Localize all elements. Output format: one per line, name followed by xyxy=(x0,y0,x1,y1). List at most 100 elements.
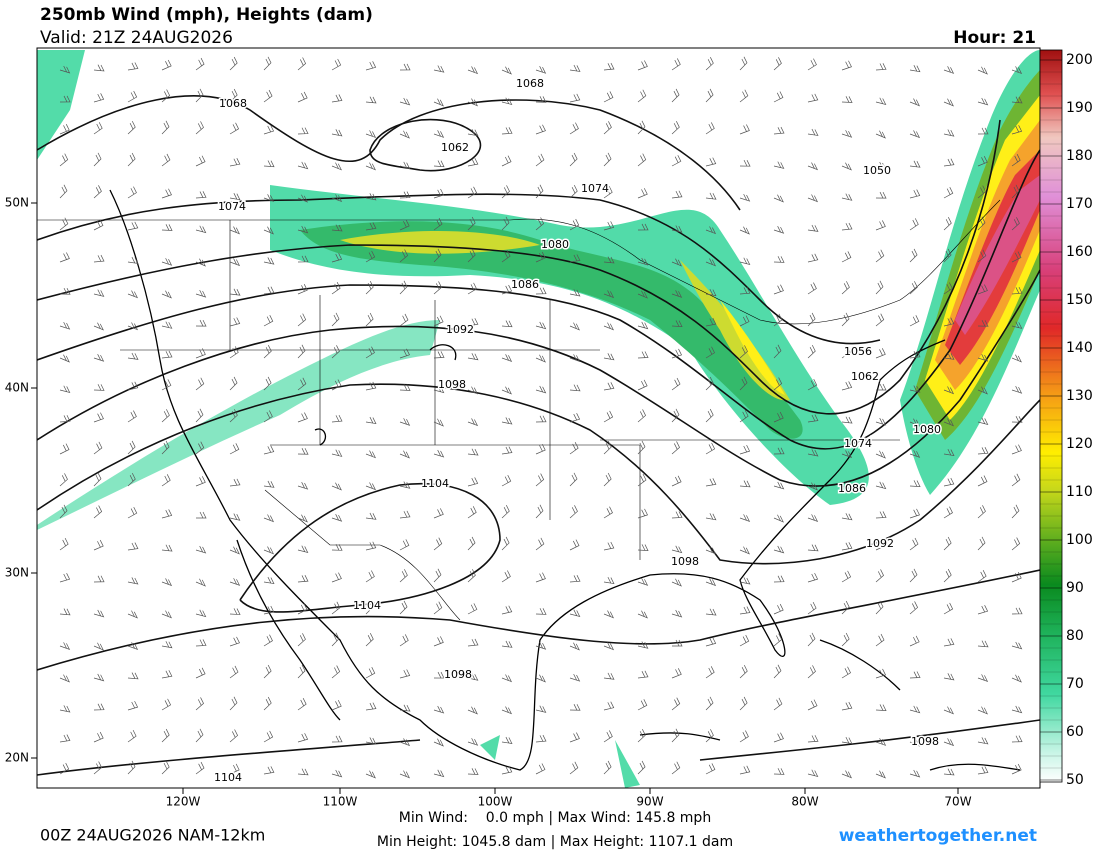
wind-barb xyxy=(501,605,513,615)
wind-barb xyxy=(637,760,646,775)
wind-barb xyxy=(671,408,680,423)
wind-barb xyxy=(603,322,614,331)
wind-barb xyxy=(569,673,581,682)
wind-barb xyxy=(603,730,613,743)
wind-barb xyxy=(535,287,547,295)
wind-barb xyxy=(263,696,272,711)
wind-barb xyxy=(807,769,819,778)
colorbar-label: 80 xyxy=(1066,628,1084,644)
wind-barb xyxy=(263,410,273,423)
wind-barb xyxy=(977,536,986,551)
wind-barb xyxy=(161,728,170,743)
wind-barb xyxy=(637,610,648,619)
wind-barb xyxy=(875,348,886,359)
wind-barb xyxy=(739,56,748,71)
wind-barb xyxy=(263,576,275,585)
wind-barb xyxy=(977,320,989,327)
wind-barb xyxy=(433,738,444,747)
wind-barb xyxy=(671,639,683,647)
wind-barb xyxy=(977,570,987,583)
wind-barb xyxy=(637,641,649,649)
wind-barb xyxy=(331,414,343,423)
wind-barb xyxy=(433,160,445,168)
wind-barb xyxy=(807,544,819,552)
wind-barb xyxy=(59,354,70,363)
wind-barb xyxy=(569,761,579,775)
wind-barb xyxy=(365,737,377,745)
wind-barb xyxy=(161,321,173,329)
wind-barb xyxy=(331,129,343,137)
wind-barb xyxy=(331,224,343,232)
wind-barb xyxy=(331,379,342,391)
wind-barb xyxy=(229,288,241,296)
wind-barb xyxy=(705,288,717,297)
colorbar-label: 120 xyxy=(1066,436,1093,452)
wind-barb xyxy=(331,449,343,457)
wind-barb xyxy=(943,129,955,137)
wind-barb xyxy=(875,249,885,263)
wind-barb xyxy=(263,766,275,775)
wind-barb xyxy=(637,473,647,487)
wind-barb xyxy=(705,608,717,616)
wind-barb xyxy=(297,284,308,295)
wind-barb xyxy=(909,65,921,73)
wind-barb xyxy=(535,96,547,103)
contour-label: 1104 xyxy=(214,771,242,784)
wind-barb xyxy=(195,441,205,455)
wind-barb xyxy=(603,91,614,103)
wind-barb xyxy=(433,537,443,551)
wind-barb xyxy=(501,249,511,263)
contour-label: 1056 xyxy=(844,345,872,358)
wind-barb xyxy=(773,313,783,327)
wind-barb xyxy=(773,603,784,615)
borders xyxy=(37,199,1001,621)
wind-barb xyxy=(297,377,307,391)
wind-barb xyxy=(467,569,476,583)
wind-barb xyxy=(331,632,340,647)
wind-barb xyxy=(875,600,884,615)
wind-barb xyxy=(1011,386,1023,394)
wind-barb xyxy=(161,379,172,391)
wind-barb xyxy=(59,537,69,551)
wind-barb xyxy=(127,381,139,391)
map xyxy=(37,48,1040,788)
wind-barb xyxy=(399,63,411,71)
wind-barb xyxy=(671,697,681,711)
wind-barb xyxy=(127,352,139,360)
wind-barb xyxy=(501,570,511,583)
wind-barb xyxy=(263,315,274,327)
wind-barb xyxy=(93,254,105,263)
wind-barb xyxy=(93,384,105,391)
wind-barb xyxy=(603,760,612,775)
contour-label: 1068 xyxy=(219,97,247,110)
wind-barb xyxy=(331,514,343,522)
wind-barb xyxy=(365,381,377,391)
wind-barb xyxy=(229,409,238,423)
wind-barb xyxy=(773,514,784,523)
wind-barb xyxy=(127,90,138,103)
wind-barb xyxy=(161,120,170,135)
wind-barb xyxy=(365,450,377,459)
wind-barb xyxy=(671,668,682,679)
wind-barb xyxy=(331,282,341,295)
wind-barb xyxy=(1011,286,1023,295)
wind-barb xyxy=(365,222,377,231)
wind-barb xyxy=(603,353,615,361)
wind-barb xyxy=(671,609,683,618)
wind-barb xyxy=(297,344,306,359)
wind-barb xyxy=(977,737,989,745)
wind-barb xyxy=(399,249,409,263)
wind-barb xyxy=(467,418,479,427)
wind-barb xyxy=(569,122,579,135)
wind-barb xyxy=(875,161,887,170)
height-contours xyxy=(37,95,1040,776)
wind-barb xyxy=(637,290,648,299)
wind-barb xyxy=(229,636,240,647)
wind-barb xyxy=(535,385,547,394)
wind-barb xyxy=(365,702,377,711)
wind-barb xyxy=(229,729,239,743)
wind-barb xyxy=(773,194,784,203)
wind-barb xyxy=(93,505,103,519)
wind-barb xyxy=(93,322,104,331)
wind-barb xyxy=(909,248,918,263)
